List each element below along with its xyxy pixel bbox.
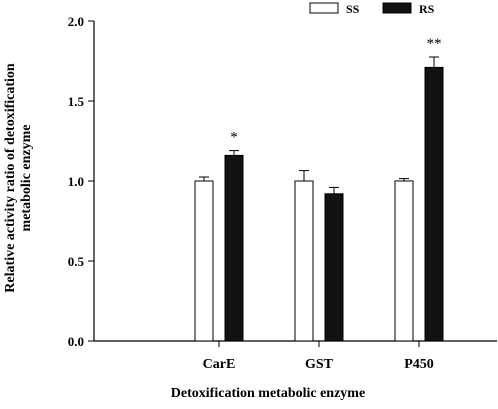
significance-label: **: [427, 36, 442, 52]
y-tick-label: 1.5: [68, 94, 85, 109]
y-axis-title-group: Relative activity ratio of detoxificatio…: [3, 63, 34, 293]
legend-label-rs: RS: [419, 2, 435, 16]
y-tick-label: 1.0: [68, 174, 84, 189]
bar-ss-p450: [394, 180, 414, 342]
significance-label: *: [230, 130, 238, 146]
bar-rs-care: [224, 154, 244, 342]
bar-rs-gst: [324, 193, 344, 342]
x-tick-label: CarE: [203, 357, 236, 372]
x-axis-title: Detoxification metabolic enzyme: [171, 386, 365, 401]
legend-swatch-rs: [382, 2, 412, 14]
y-tick-label: 0.5: [68, 254, 85, 269]
bar-ss-care: [194, 180, 214, 342]
y-tick-label: 2.0: [68, 14, 84, 29]
legend-swatch-ss: [309, 2, 339, 14]
bar-rs-p450: [424, 66, 444, 342]
x-tick-label: P450: [404, 357, 434, 372]
legend-label-ss: SS: [346, 2, 360, 16]
bar-ss-gst: [294, 180, 314, 342]
x-tick-label: GST: [305, 357, 334, 372]
y-axis-title-line-2: metabolic enzyme: [19, 125, 34, 232]
y-axis-title-line-1: Relative activity ratio of detoxificatio…: [3, 63, 18, 293]
plot-area: 0.0 0.5 1.0 1.5 2.0 CarE * GST P450 ** SS RS: [68, 2, 497, 372]
y-tick-label: 0.0: [68, 334, 84, 349]
